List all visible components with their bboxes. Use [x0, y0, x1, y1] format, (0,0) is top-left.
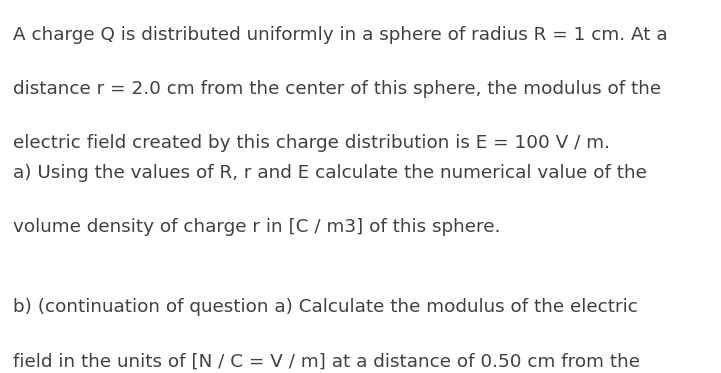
- Text: A charge Q is distributed uniformly in a sphere of radius R = 1 cm. At a: A charge Q is distributed uniformly in a…: [13, 26, 668, 44]
- Text: b) (continuation of question a) Calculate the modulus of the electric: b) (continuation of question a) Calculat…: [13, 298, 638, 316]
- Text: distance r = 2.0 cm from the center of this sphere, the modulus of the: distance r = 2.0 cm from the center of t…: [13, 80, 661, 98]
- Text: electric field created by this charge distribution is E = 100 V / m.: electric field created by this charge di…: [13, 134, 610, 152]
- Text: volume density of charge r in [C / m3] of this sphere.: volume density of charge r in [C / m3] o…: [13, 218, 500, 236]
- Text: field in the units of [N / C = V / m] at a distance of 0.50 cm from the: field in the units of [N / C = V / m] at…: [13, 352, 640, 370]
- Text: a) Using the values of R, r and E calculate the numerical value of the: a) Using the values of R, r and E calcul…: [13, 164, 647, 182]
